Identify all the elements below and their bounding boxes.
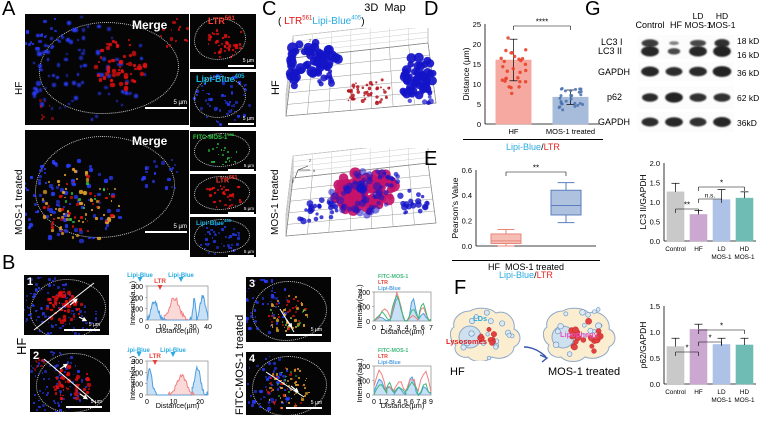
svg-text:Intensity(a.u.): Intensity(a.u.) xyxy=(355,284,364,328)
svg-text:0: 0 xyxy=(372,325,376,332)
svg-text:0.2: 0.2 xyxy=(462,216,472,225)
svg-text:0: 0 xyxy=(139,318,143,325)
svg-text:HD: HD xyxy=(740,246,750,253)
svg-text:MOS-1: MOS-1 xyxy=(734,254,755,259)
svg-text:n.s.: n.s. xyxy=(705,193,716,200)
svg-text:Control: Control xyxy=(665,389,686,396)
svg-text:2.0: 2.0 xyxy=(650,159,660,168)
svg-text:MOS-1: MOS-1 xyxy=(711,397,732,402)
svg-text:0.5: 0.5 xyxy=(650,217,660,226)
svg-text:0.0: 0.0 xyxy=(650,380,660,389)
svg-text:Intensity(a.u.): Intensity(a.u.) xyxy=(128,356,137,400)
svg-text:LD: LD xyxy=(717,246,726,253)
svg-text:1.5: 1.5 xyxy=(650,302,660,311)
svg-text:0.0: 0.0 xyxy=(650,237,660,246)
svg-text:0.0: 0.0 xyxy=(462,242,472,251)
svg-text:40: 40 xyxy=(204,324,212,331)
svg-text:MOS-1: MOS-1 xyxy=(734,397,755,402)
svg-text:LTR: LTR xyxy=(149,353,161,360)
svg-text:Pearson's Value: Pearson's Value xyxy=(452,177,460,238)
svg-text:0.5: 0.5 xyxy=(650,354,660,363)
svg-text:15: 15 xyxy=(473,60,481,69)
svg-text:LTR: LTR xyxy=(154,278,166,285)
svg-text:Distance(µm): Distance(µm) xyxy=(381,401,425,410)
svg-text:1.0: 1.0 xyxy=(650,198,660,207)
svg-text:0: 0 xyxy=(145,399,149,406)
svg-text:Lipi-Blue: Lipi-Blue xyxy=(378,286,401,292)
svg-text:HF: HF xyxy=(694,389,703,396)
svg-text:LC3 II/GAPDH: LC3 II/GAPDH xyxy=(640,174,648,229)
svg-text:1.0: 1.0 xyxy=(650,328,660,337)
svg-text:HF: HF xyxy=(694,246,703,253)
svg-text:Distance(µm): Distance(µm) xyxy=(156,401,200,410)
svg-text:**: ** xyxy=(533,164,539,173)
svg-text:LD: LD xyxy=(717,389,726,396)
svg-text:z: z xyxy=(309,158,312,163)
svg-text:**: ** xyxy=(684,201,690,210)
svg-text:Lipi-Blue: Lipi-Blue xyxy=(378,360,401,366)
svg-text:0: 0 xyxy=(139,393,143,400)
svg-text:Distance(µm): Distance(µm) xyxy=(381,327,425,336)
svg-text:0.4: 0.4 xyxy=(462,191,472,200)
svg-text:9: 9 xyxy=(429,399,433,406)
svg-text:0: 0 xyxy=(145,324,149,331)
svg-text:x: x xyxy=(313,168,316,173)
svg-text:y: y xyxy=(292,178,295,183)
svg-text:MOS-1: MOS-1 xyxy=(711,254,732,259)
svg-text:0: 0 xyxy=(366,319,370,326)
svg-text:Distance (µm): Distance (µm) xyxy=(463,47,471,100)
svg-text:****: **** xyxy=(536,18,548,27)
svg-text:0: 0 xyxy=(477,120,481,129)
svg-text:Intensity(a.u.): Intensity(a.u.) xyxy=(128,281,137,325)
svg-text:10: 10 xyxy=(473,80,481,89)
svg-text:5: 5 xyxy=(477,100,481,109)
svg-text:HD: HD xyxy=(740,389,750,396)
svg-text:z: z xyxy=(309,38,312,43)
svg-text:HF: HF xyxy=(509,127,519,136)
svg-text:*: * xyxy=(720,322,723,331)
svg-text:0: 0 xyxy=(366,393,370,400)
svg-text:*: * xyxy=(708,334,711,343)
svg-text:Distance(µm): Distance(µm) xyxy=(156,326,200,335)
svg-text:0.6: 0.6 xyxy=(462,166,472,175)
svg-text:7: 7 xyxy=(429,325,433,332)
svg-text:25: 25 xyxy=(473,20,481,29)
svg-text:MOS-1 treated: MOS-1 treated xyxy=(546,127,595,136)
svg-text:*: * xyxy=(685,344,688,353)
svg-text:0: 0 xyxy=(372,399,376,406)
svg-text:*: * xyxy=(720,179,723,188)
svg-text:1.5: 1.5 xyxy=(650,178,660,187)
svg-text:Intensity(a.u.): Intensity(a.u.) xyxy=(355,358,364,402)
svg-text:20: 20 xyxy=(473,40,481,49)
svg-text:Control: Control xyxy=(665,246,686,253)
svg-text:p62/GAPDH: p62/GAPDH xyxy=(640,322,648,369)
